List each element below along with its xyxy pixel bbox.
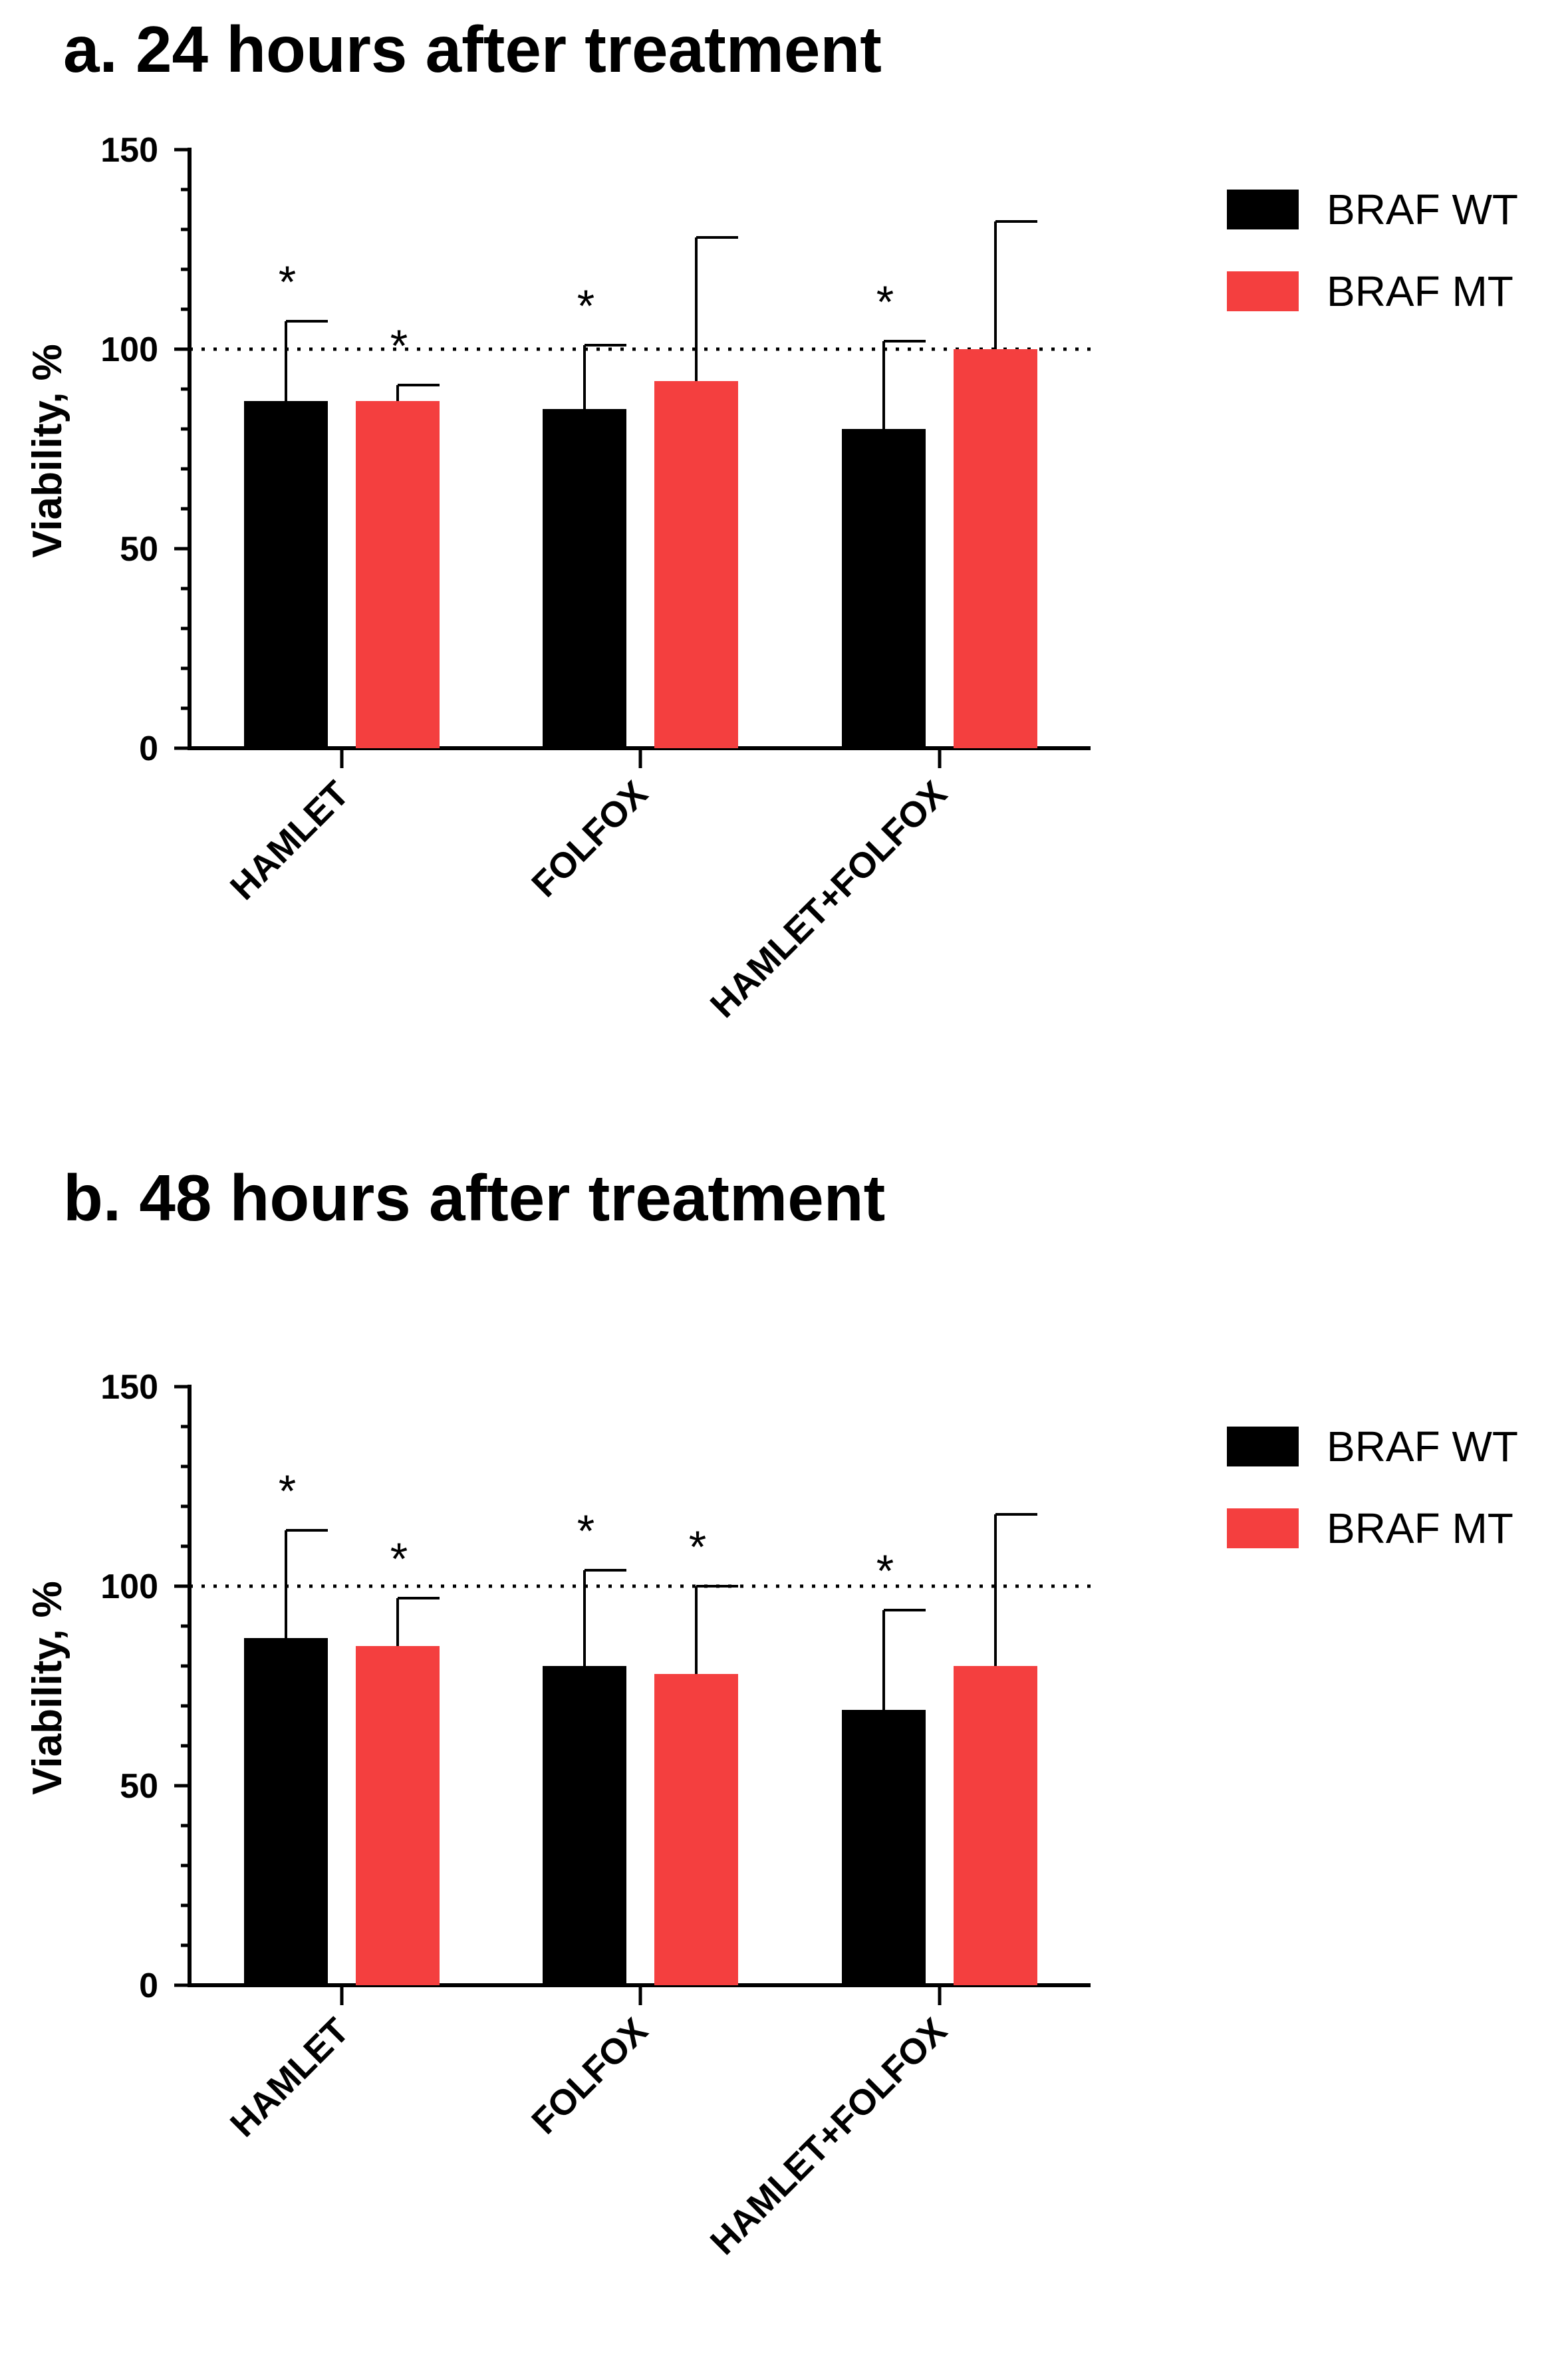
y-tick-label: 100 <box>100 331 158 369</box>
significance-marker: * <box>390 321 408 371</box>
legend-swatch <box>1227 190 1299 229</box>
bar <box>543 409 626 748</box>
y-tick-label: 0 <box>139 730 158 768</box>
bar <box>356 1646 440 1985</box>
bar <box>954 349 1037 748</box>
chart-title: b. 48 hours after treatment <box>63 1161 885 1234</box>
chart-panel-b: b. 48 hours after treatment Viability, %… <box>25 1161 1518 2263</box>
x-category-label: HAMLET+FOLFOX <box>703 2010 955 2263</box>
bar <box>842 1710 926 1985</box>
significance-marker: * <box>279 257 296 307</box>
bar <box>543 1666 626 1985</box>
y-tick-label: 0 <box>139 1967 158 2005</box>
bar <box>842 429 926 748</box>
legend-swatch <box>1227 1508 1299 1548</box>
x-category-label: FOLFOX <box>524 773 655 904</box>
legend-label: BRAF WT <box>1327 1423 1518 1470</box>
y-axis-label: Viability, % <box>25 1581 70 1795</box>
y-tick-label: 150 <box>100 131 158 170</box>
significance-marker: * <box>689 1522 706 1572</box>
y-tick-label: 100 <box>100 1568 158 1606</box>
significance-marker: * <box>390 1534 408 1584</box>
y-axis-label: Viability, % <box>25 344 70 558</box>
y-tick-label: 50 <box>120 1767 158 1806</box>
chart-panel-a: a. 24 hours after treatment Viability, %… <box>25 13 1518 1026</box>
legend-swatch <box>1227 1427 1299 1466</box>
bar <box>244 401 328 748</box>
x-category-label: HAMLET <box>223 2010 357 2145</box>
significance-marker: * <box>876 1546 894 1596</box>
chart-title: a. 24 hours after treatment <box>63 13 882 86</box>
significance-marker: * <box>279 1466 296 1516</box>
y-tick-label: 50 <box>120 530 158 569</box>
bar <box>244 1638 328 1985</box>
bar <box>654 1674 738 1985</box>
x-category-label: HAMLET+FOLFOX <box>703 773 955 1026</box>
legend-swatch <box>1227 271 1299 311</box>
bar <box>954 1666 1037 1985</box>
significance-marker: * <box>577 1506 594 1556</box>
bar <box>654 381 738 748</box>
bar <box>356 401 440 748</box>
y-tick-label: 150 <box>100 1368 158 1407</box>
legend-label: BRAF WT <box>1327 186 1518 233</box>
legend-label: BRAF MT <box>1327 267 1513 315</box>
significance-marker: * <box>876 277 894 327</box>
legend-label: BRAF MT <box>1327 1504 1513 1552</box>
x-category-label: FOLFOX <box>524 2010 655 2142</box>
x-category-label: HAMLET <box>223 773 357 908</box>
significance-marker: * <box>577 281 594 331</box>
